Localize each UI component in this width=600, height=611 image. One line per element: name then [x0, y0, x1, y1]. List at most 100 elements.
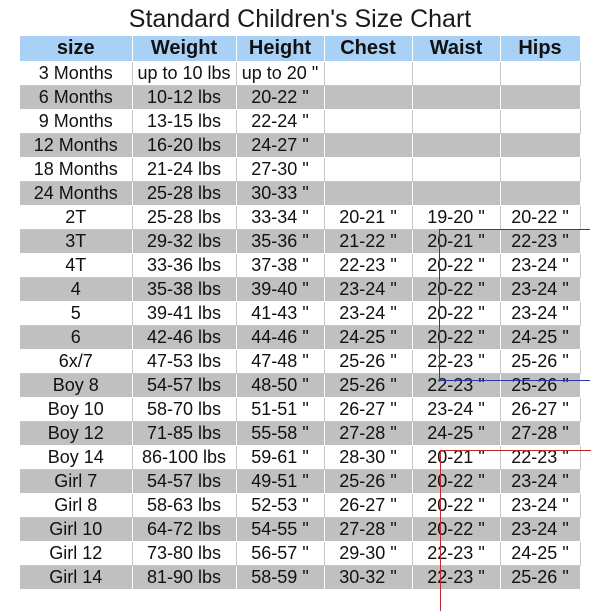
- cell-weight: 71-85 lbs: [132, 421, 237, 446]
- cell-hips: 23-24 ": [500, 517, 581, 542]
- cell-weight: 13-15 lbs: [132, 109, 237, 134]
- cell-hips: 25-26 ": [500, 349, 581, 374]
- cell-chest: 26-27 ": [324, 493, 413, 518]
- cell-hips: 23-24 ": [500, 301, 581, 326]
- cell-hips: 23-24 ": [500, 253, 581, 278]
- cell-height: 47-48 ": [236, 349, 325, 374]
- cell-size: 6: [20, 325, 133, 350]
- table-row: 9 Months 13-15 lbs 22-24 ": [20, 109, 581, 134]
- cell-height: 22-24 ": [236, 109, 325, 134]
- cell-chest: [324, 85, 413, 110]
- cell-height: 49-51 ": [236, 469, 325, 494]
- cell-chest: 25-26 ": [324, 469, 413, 494]
- cell-size: Boy 14: [20, 445, 133, 470]
- cell-size: Girl 14: [20, 565, 133, 590]
- cell-chest: 29-30 ": [324, 541, 413, 566]
- cell-chest: 23-24 ": [324, 277, 413, 302]
- table-row: 2T 25-28 lbs 33-34 " 20-21 " 19-20 " 20-22 ": [20, 205, 581, 230]
- cell-chest: 21-22 ": [324, 229, 413, 254]
- cell-height: 30-33 ": [236, 181, 325, 206]
- cell-weight: 21-24 lbs: [132, 157, 237, 182]
- table-row: 18 Months 21-24 lbs 27-30 ": [20, 157, 581, 182]
- chart-title: Standard Children's Size Chart: [128, 5, 472, 33]
- cell-weight: 35-38 lbs: [132, 277, 237, 302]
- table-row: 3 Months up to 10 lbs up to 20 ": [20, 61, 581, 86]
- cell-weight: 58-63 lbs: [132, 493, 237, 518]
- cell-hips: [500, 109, 581, 134]
- cell-waist: [412, 133, 501, 158]
- cell-height: 58-59 ": [236, 565, 325, 590]
- cell-size: Girl 10: [20, 517, 133, 542]
- cell-waist: 20-22 ": [412, 325, 501, 350]
- cell-hips: [500, 181, 581, 206]
- cell-weight: 47-53 lbs: [132, 349, 237, 374]
- cell-size: 6 Months: [20, 85, 133, 110]
- cell-waist: 22-23 ": [412, 373, 501, 398]
- cell-hips: 20-22 ": [500, 205, 581, 230]
- cell-height: 27-30 ": [236, 157, 325, 182]
- cell-weight: 10-12 lbs: [132, 85, 237, 110]
- table-body: 3 Months up to 10 lbs up to 20 " 6 Months 10…: [20, 61, 581, 590]
- cell-hips: 24-25 ": [500, 325, 581, 350]
- cell-height: 51-51 ": [236, 397, 325, 422]
- cell-size: Girl 12: [20, 541, 133, 566]
- table-row: Boy 8 54-57 lbs 48-50 " 25-26 " 22-23 " 25-26…: [20, 373, 581, 398]
- table-row: Boy 12 71-85 lbs 55-58 " 27-28 " 24-25 " 27-2…: [20, 421, 581, 446]
- table-row: 6x/7 47-53 lbs 47-48 " 25-26 " 22-23 " 25-26 …: [20, 349, 581, 374]
- table-row: 12 Months 16-20 lbs 24-27 ": [20, 133, 581, 158]
- cell-height: 39-40 ": [236, 277, 325, 302]
- cell-chest: 23-24 ": [324, 301, 413, 326]
- cell-chest: 27-28 ": [324, 421, 413, 446]
- header-hips: Hips: [500, 36, 581, 62]
- cell-hips: 25-26 ": [500, 565, 581, 590]
- cell-height: 33-34 ": [236, 205, 325, 230]
- cell-chest: 27-28 ": [324, 517, 413, 542]
- cell-weight: 64-72 lbs: [132, 517, 237, 542]
- header-chest: Chest: [324, 36, 413, 62]
- cell-weight: 54-57 lbs: [132, 373, 237, 398]
- table-row: Boy 14 86-100 lbs 59-61 " 28-30 " 20-21 " 22-…: [20, 445, 581, 470]
- table-row: 4 35-38 lbs 39-40 " 23-24 " 20-22 " 23-24 ": [20, 277, 581, 302]
- cell-size: 9 Months: [20, 109, 133, 134]
- cell-weight: 39-41 lbs: [132, 301, 237, 326]
- table-row: Girl 12 73-80 lbs 56-57 " 29-30 " 22-23 " 24-…: [20, 541, 581, 566]
- cell-size: 4T: [20, 253, 133, 278]
- cell-chest: [324, 181, 413, 206]
- cell-weight: 81-90 lbs: [132, 565, 237, 590]
- header-height: Height: [236, 36, 325, 62]
- cell-size: 18 Months: [20, 157, 133, 182]
- cell-waist: 23-24 ": [412, 397, 501, 422]
- cell-weight: 29-32 lbs: [132, 229, 237, 254]
- cell-size: Boy 10: [20, 397, 133, 422]
- cell-weight: up to 10 lbs: [132, 61, 237, 86]
- header-weight: Weight: [132, 36, 237, 62]
- table-row: Girl 10 64-72 lbs 54-55 " 27-28 " 20-22 " 23-…: [20, 517, 581, 542]
- cell-height: 52-53 ": [236, 493, 325, 518]
- cell-height: 48-50 ": [236, 373, 325, 398]
- cell-waist: 20-22 ": [412, 253, 501, 278]
- cell-chest: 25-26 ": [324, 373, 413, 398]
- cell-chest: 26-27 ": [324, 397, 413, 422]
- cell-hips: 26-27 ": [500, 397, 581, 422]
- cell-chest: 20-21 ": [324, 205, 413, 230]
- cell-size: Boy 8: [20, 373, 133, 398]
- cell-weight: 33-36 lbs: [132, 253, 237, 278]
- cell-height: 59-61 ": [236, 445, 325, 470]
- cell-height: 24-27 ": [236, 133, 325, 158]
- cell-waist: 19-20 ": [412, 205, 501, 230]
- cell-size: 2T: [20, 205, 133, 230]
- cell-chest: 25-26 ": [324, 349, 413, 374]
- cell-waist: 22-23 ": [412, 541, 501, 566]
- cell-height: 55-58 ": [236, 421, 325, 446]
- cell-weight: 25-28 lbs: [132, 205, 237, 230]
- cell-chest: [324, 157, 413, 182]
- cell-size: Girl 7: [20, 469, 133, 494]
- cell-hips: 23-24 ": [500, 469, 581, 494]
- cell-waist: [412, 181, 501, 206]
- header-size: size: [20, 36, 133, 62]
- cell-height: 37-38 ": [236, 253, 325, 278]
- cell-waist: [412, 157, 501, 182]
- table-row: Girl 8 58-63 lbs 52-53 " 26-27 " 20-22 " 23-2…: [20, 493, 581, 518]
- cell-weight: 42-46 lbs: [132, 325, 237, 350]
